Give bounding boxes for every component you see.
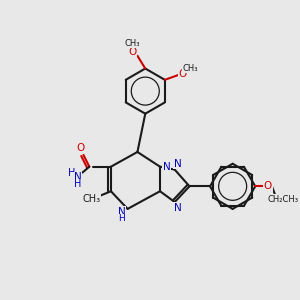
- Text: CH₃: CH₃: [183, 64, 198, 73]
- Text: H: H: [68, 168, 75, 178]
- Text: CH₃: CH₃: [125, 38, 140, 47]
- Text: H: H: [74, 179, 81, 189]
- Text: O: O: [178, 69, 187, 79]
- Text: N: N: [174, 159, 182, 169]
- Text: H: H: [118, 214, 125, 223]
- Text: N: N: [74, 172, 81, 182]
- Text: N: N: [163, 162, 171, 172]
- Text: O: O: [76, 143, 85, 153]
- Text: O: O: [128, 47, 136, 57]
- Text: N: N: [174, 203, 182, 213]
- Text: CH₃: CH₃: [82, 194, 100, 204]
- Text: O: O: [264, 181, 272, 191]
- Text: N: N: [118, 207, 126, 217]
- Text: CH₂CH₃: CH₂CH₃: [267, 195, 298, 204]
